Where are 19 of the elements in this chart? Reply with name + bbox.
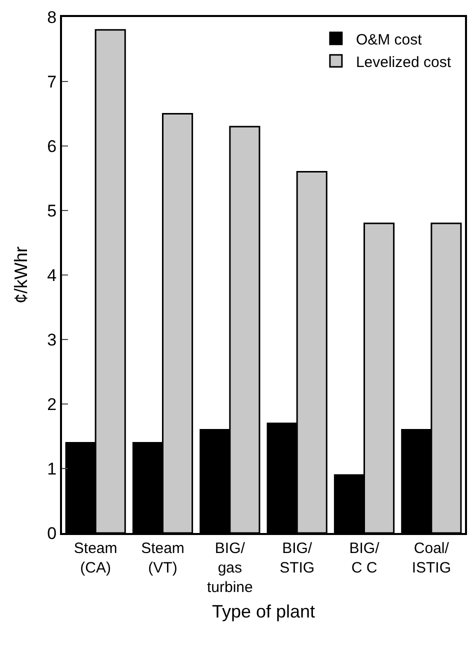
legend-label: O&M cost [356,31,423,48]
legend-label: Levelized cost [356,54,452,71]
y-tick-label: 5 [47,201,57,220]
y-tick-label: 2 [47,394,57,414]
y-tick-label: 3 [47,330,57,350]
y-tick-label: 4 [47,266,57,285]
x-tick-label: Steam (VT) [141,540,184,576]
y-tick-label: 7 [47,72,57,92]
y-tick-label: 0 [47,524,57,543]
x-tick-label: BIG/ STIG [280,540,315,576]
y-tick-label: 6 [47,136,57,156]
x-tick-label: BIG/ C C [349,540,380,576]
y-axis-title: ¢/kWhr [10,246,31,304]
x-tick-label: Steam (CA) [74,540,118,576]
x-tick-label: BIG/ gas turbine [206,540,253,596]
y-tick-label: 1 [47,459,57,478]
x-tick-label: Coal/ ISTIG [412,540,452,576]
y-tick-label: 8 [47,8,57,27]
x-axis-title: Type of plant [212,602,316,622]
